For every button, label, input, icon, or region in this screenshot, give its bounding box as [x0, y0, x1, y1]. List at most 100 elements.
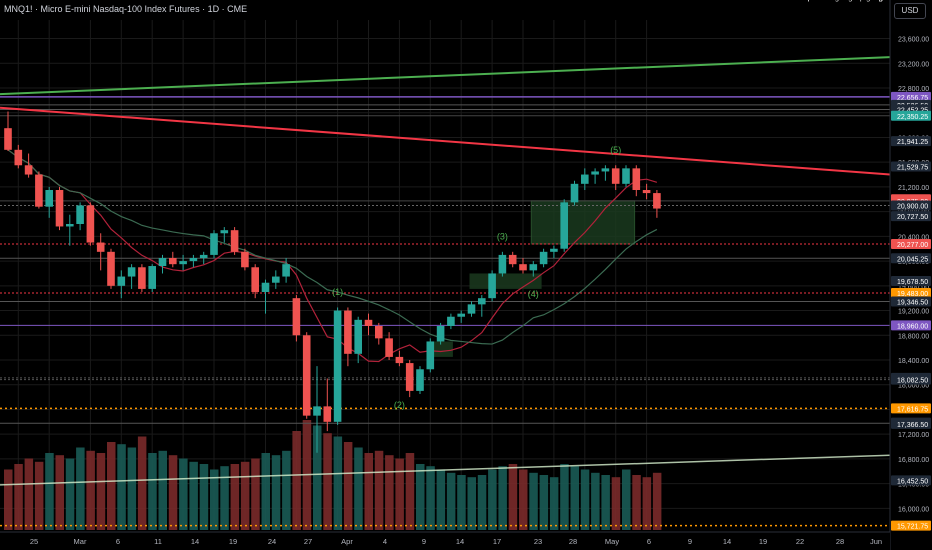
- price-label-bg: [891, 91, 931, 102]
- price-label: 17,366.50: [897, 422, 928, 429]
- candle: [14, 144, 23, 169]
- candle-body: [591, 171, 599, 175]
- candle: [76, 202, 84, 231]
- price-label-bg: [891, 418, 931, 429]
- candle: [86, 202, 95, 246]
- price-axis: 23,600.0023,200.0022,800.0022,400.0022,0…: [889, 0, 932, 550]
- volume-bar: [251, 458, 260, 530]
- wave-label: (5): [610, 145, 621, 155]
- candle-body: [416, 369, 424, 391]
- volume-bar: [549, 477, 559, 530]
- candle: [478, 295, 486, 317]
- price-label: 19,678.50: [897, 279, 928, 286]
- candle: [251, 264, 259, 299]
- candle-body: [323, 406, 332, 422]
- wave-label: (2): [394, 400, 405, 410]
- price-label-bg: [891, 320, 931, 331]
- candle: [550, 245, 558, 258]
- volume-bar: [137, 436, 147, 530]
- candle-body: [375, 326, 383, 339]
- price-tick-label: 17,200.00: [898, 432, 929, 439]
- volume-bar: [622, 469, 631, 530]
- time-tick-label: 28: [836, 537, 844, 546]
- volume-bar: [313, 425, 322, 530]
- volume-bar: [405, 453, 415, 530]
- volume-bar: [446, 472, 456, 530]
- volume-bar: [467, 477, 476, 530]
- price-tick-label: 23,200.00: [898, 61, 929, 68]
- candle: [611, 165, 620, 190]
- volume-bar: [158, 450, 167, 530]
- currency-button[interactable]: USD: [894, 3, 926, 19]
- price-label-bg: [891, 253, 931, 264]
- candle: [4, 111, 12, 152]
- volume-bar: [24, 458, 34, 530]
- candle-body: [230, 230, 239, 252]
- candle-body: [210, 233, 218, 255]
- level-note: low of last week: [834, 0, 887, 2]
- volume-bar: [179, 458, 188, 530]
- time-tick-label: 22: [796, 537, 804, 546]
- volume-bar: [529, 472, 538, 530]
- candle: [642, 183, 651, 200]
- level-note: 202404 low: [849, 0, 888, 2]
- candle-body: [426, 341, 435, 370]
- volume-bar: [354, 447, 363, 530]
- price-label: 18,960.00: [897, 323, 928, 330]
- candle-body: [35, 174, 43, 207]
- price-label: 19,483.00: [897, 291, 928, 298]
- symbol-title[interactable]: MNQ1! · Micro E-mini Nasdaq-100 Index Fu…: [4, 4, 248, 14]
- volume-bar: [519, 469, 528, 530]
- price-label-bg: [891, 374, 931, 385]
- volume-bar: [230, 464, 240, 530]
- candle-body: [467, 304, 476, 314]
- candle: [375, 322, 383, 345]
- candle: [302, 332, 311, 419]
- volume-bar: [395, 458, 404, 530]
- time-tick-label: 9: [688, 537, 692, 546]
- candle: [364, 313, 373, 336]
- candle: [395, 350, 404, 367]
- candle: [344, 307, 352, 367]
- price-tick-label: 18,400.00: [898, 358, 929, 365]
- price-label: 20,045.25: [897, 256, 928, 263]
- price-label: 20,900.00: [897, 203, 928, 210]
- price-label: 15,721.75: [897, 524, 928, 531]
- price-label-bg: [891, 475, 931, 486]
- candle: [581, 168, 589, 190]
- volume-bar: [560, 464, 569, 530]
- volume-bar: [199, 464, 209, 530]
- bull-zone-box: [530, 200, 636, 245]
- candle-body: [24, 165, 33, 175]
- candle: [323, 378, 332, 432]
- level-note: 202505 low: [849, 0, 888, 2]
- candle: [210, 230, 218, 258]
- price-tick-label: 18,800.00: [898, 333, 929, 340]
- price-label-bg: [891, 238, 931, 249]
- candle-body: [96, 242, 105, 252]
- candle-body: [179, 261, 187, 265]
- price-label: 20,727.50: [897, 214, 928, 221]
- candle: [138, 264, 146, 292]
- price-label: 17,616.75: [897, 406, 928, 413]
- time-tick-label: 27: [304, 537, 312, 546]
- level-note: 202417 ath: [849, 0, 887, 2]
- volume-bar: [86, 450, 95, 530]
- candle: [220, 227, 229, 243]
- price-label: 21,529.75: [897, 165, 928, 172]
- level-note: 202504 high: [846, 0, 887, 2]
- volume-bar: [323, 433, 332, 530]
- candle: [416, 366, 424, 394]
- volume-bar: [107, 442, 116, 530]
- candle-body: [529, 264, 538, 271]
- level-note: Low: [873, 0, 887, 2]
- candle-body: [385, 338, 393, 357]
- price-label: 18,082.50: [897, 378, 928, 385]
- candle-body: [66, 224, 74, 227]
- candle-body: [127, 267, 136, 277]
- candle: [148, 264, 156, 292]
- volume-bar: [34, 461, 44, 530]
- volume-bar: [65, 458, 75, 530]
